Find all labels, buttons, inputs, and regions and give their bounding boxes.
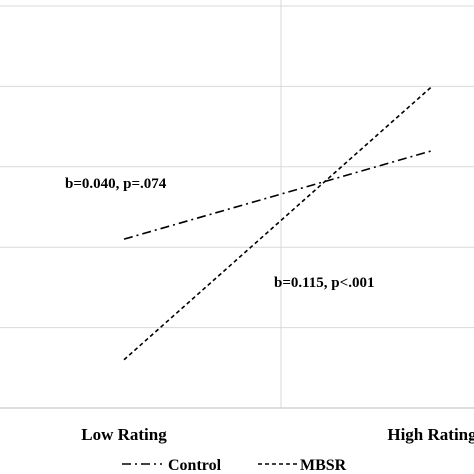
x-tick-label: High Rating (387, 425, 474, 444)
gridlines (0, 0, 474, 408)
x-tick-label: Low Rating (81, 425, 167, 444)
annotation-control: b=0.040, p=.074 (65, 176, 167, 192)
series-line-mbsr (123, 85, 433, 361)
annotation-mbsr: b=0.115, p<.001 (274, 275, 374, 291)
series-lines (123, 85, 433, 361)
series-line-control (123, 149, 433, 240)
legend: Control MBSR (122, 457, 347, 474)
legend-mbsr-label: MBSR (300, 457, 347, 474)
legend-control-label: Control (168, 457, 222, 474)
x-tick-labels: Low Rating High Rating (81, 425, 474, 444)
